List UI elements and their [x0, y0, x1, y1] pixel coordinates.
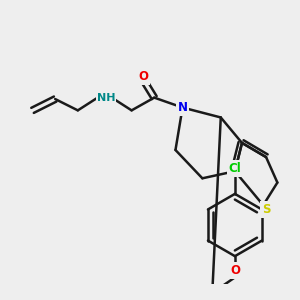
Text: NH: NH: [97, 93, 116, 103]
Text: O: O: [138, 70, 148, 83]
Text: N: N: [178, 101, 188, 114]
Text: O: O: [230, 264, 240, 277]
Text: Cl: Cl: [229, 162, 241, 175]
Text: S: S: [262, 203, 270, 216]
